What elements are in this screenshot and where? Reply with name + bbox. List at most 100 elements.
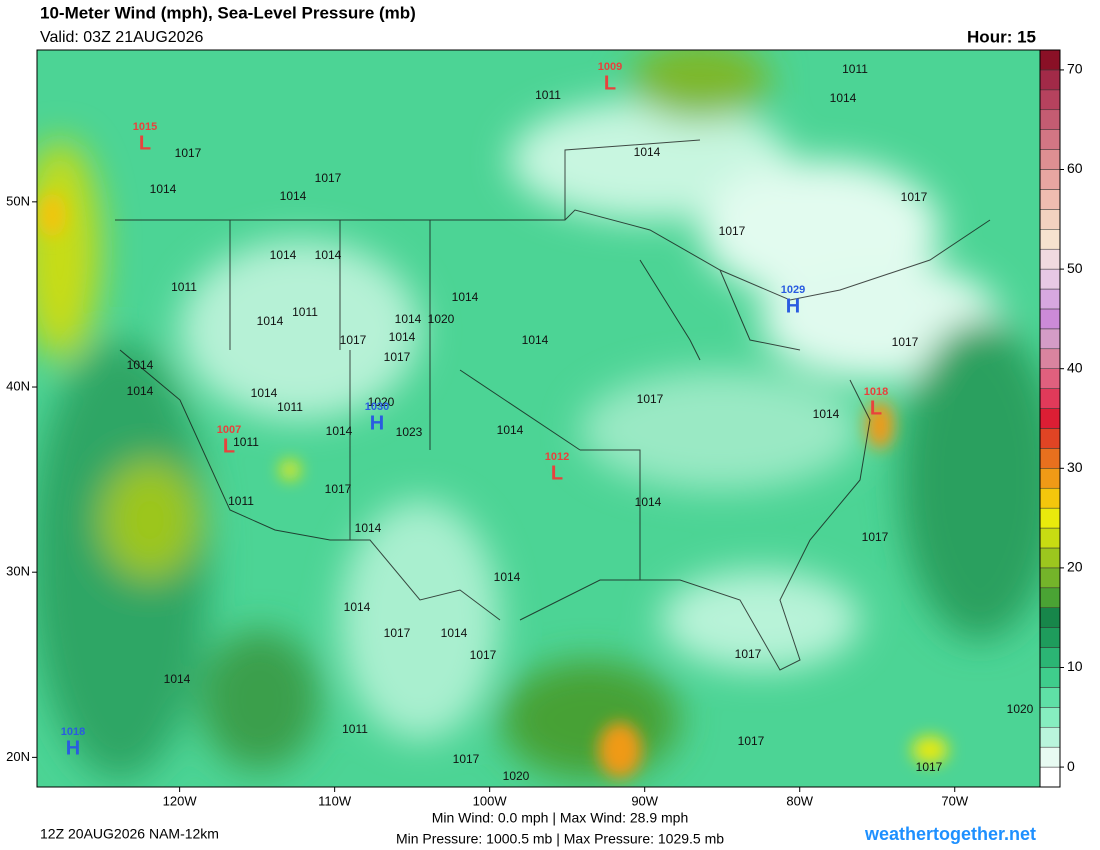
colorbar-cell [1039,89,1061,111]
colorbar-label: 20 [1067,559,1083,575]
center-pressure: 1007 [217,424,241,436]
isobar-label: 1014 [355,521,382,535]
isobar-label: 1017 [325,482,352,496]
isobar-label: 1020 [1007,702,1034,716]
colorbar-cell [1039,448,1061,469]
colorbar-cell [1039,746,1061,768]
center-letter: L [223,435,235,457]
colorbar-cell [1039,607,1061,628]
isobar-label: 1014 [251,386,278,400]
colorbar-cell [1039,627,1061,648]
isobar-label: 1011 [277,400,303,414]
isobar-label: 1017 [384,350,411,364]
colorbar-cell [1039,109,1061,130]
center-pressure: 1009 [598,61,622,73]
isobar-label: 1011 [233,435,259,449]
colorbar-cell [1039,587,1061,608]
isobar-label: 1011 [292,305,318,319]
colorbar-cell [1039,667,1061,688]
isobar-label: 1017 [470,648,497,662]
center-letter: L [870,397,882,419]
title: 10-Meter Wind (mph), Sea-Level Pressure … [40,3,416,22]
colorbar-cell [1039,268,1061,290]
isobar-label: 1014 [315,248,342,262]
isobar-label: 1014 [395,312,422,326]
colorbar-cell [1039,766,1061,788]
center-pressure: 1015 [133,121,157,133]
isobar-label: 1014 [344,600,371,614]
x-tick-label: 110W [318,793,352,808]
isobar-label: 1014 [280,189,307,203]
x-tick-label: 90W [631,793,658,808]
isobar-label: 1017 [916,760,943,774]
y-tick-label: 20N [6,749,30,764]
colorbar-cell [1039,348,1061,369]
isobar-label: 1014 [634,145,661,159]
wind-maxima [38,193,948,778]
isobar-label: 1014 [164,672,191,686]
center-letter: L [139,132,151,154]
center-pressure: 1012 [545,451,569,463]
center-letter: H [66,737,80,759]
site-credit[interactable]: weathertogether.net [864,824,1036,844]
colorbar-cell [1039,408,1061,429]
x-tick-label: 100W [473,793,508,808]
isobar-label: 1014 [270,248,297,262]
isobar-label: 1017 [862,530,889,544]
colorbar-cell [1039,288,1061,310]
colorbar-cell [1039,507,1061,529]
colorbar-cell [1039,49,1061,71]
isobar-label: 1014 [326,424,353,438]
forecast-hour: Hour: 15 [967,27,1036,46]
isobar-label: 1017 [453,752,480,766]
center-pressure: 1018 [61,726,85,738]
center-letter: H [786,295,800,317]
center-pressure: 1029 [781,284,805,296]
isobar-label: 1017 [384,626,411,640]
colorbar-label: 10 [1067,658,1083,674]
isobar-label: 1017 [735,647,762,661]
isobar-label: 1017 [637,392,664,406]
isobar-label: 1014 [452,290,479,304]
isobar-label: 1014 [127,384,154,398]
isobar-label: 1011 [228,494,254,508]
wind-shading [37,50,1040,780]
colorbar-cell [1039,209,1061,230]
isobar-label: 1017 [901,190,928,204]
isobar-label: 1020 [368,395,395,409]
isobar-label: 1014 [522,333,549,347]
wind-range: Min Wind: 0.0 mph | Max Wind: 28.9 mph [432,810,689,826]
isobar-label: 1011 [535,88,561,102]
colorbar-cell [1039,567,1061,589]
center-letter: L [604,72,616,94]
isobar-label: 1014 [494,570,521,584]
isobar-label: 1017 [892,335,919,349]
colorbar-label: 0 [1067,758,1075,774]
center-pressure: 1018 [864,386,888,398]
isobar-label: 1014 [127,358,154,372]
isobar-label: 1017 [315,171,342,185]
y-tick-label: 30N [6,564,30,579]
colorbar-cell [1039,468,1061,489]
colorbar-cell [1039,328,1061,350]
map-field [37,50,1040,787]
isobar-label: 1011 [342,722,368,736]
isobar-label: 1011 [842,62,868,76]
colorbar-cell [1039,647,1061,668]
isobar-label: 1020 [428,312,455,326]
colorbar-cell [1039,169,1061,190]
isobar-label: 1014 [441,626,468,640]
colorbar-cell [1039,726,1061,748]
isobar-label: 1011 [171,280,197,294]
y-tick-label: 40N [6,378,30,393]
center-letter: H [370,412,384,434]
colorbar-label: 30 [1067,459,1083,475]
colorbar-cell [1039,388,1061,409]
colorbar-cell [1039,527,1061,549]
center-letter: L [551,462,563,484]
colorbar-cell [1039,248,1061,270]
colorbar-cell [1039,189,1061,210]
valid-time: Valid: 03Z 21AUG2026 [40,29,203,46]
isobar-label: 1014 [257,314,284,328]
